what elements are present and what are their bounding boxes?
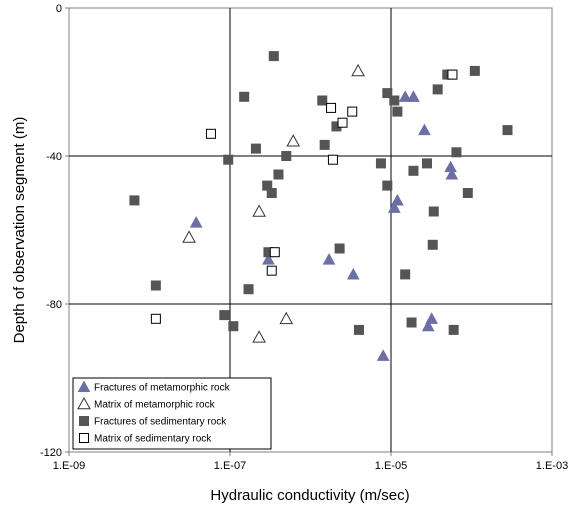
data-point [425,312,439,324]
data-point [469,65,480,76]
legend-marker [77,396,91,410]
data-point [261,253,275,265]
data-point [273,169,284,180]
data-point [252,204,266,217]
x-tick-label: 1.E-09 [53,460,85,472]
data-point [448,324,459,335]
legend-label: Matrix of sedimentary rock [94,434,212,445]
data-point [129,195,140,206]
data-point [266,188,277,198]
data-point [189,216,203,228]
x-axis-ticks: 1.E-09 1.E-07 1.E-05 1.E-03 [53,452,568,472]
data-point [250,143,261,154]
data-point [502,125,513,136]
y-tick-label: -80 [46,299,62,311]
legend-label: Matrix of metamorphic rock [94,400,216,411]
y-axis-title: Depth of observation segment (m) [11,117,28,344]
data-point [326,102,337,113]
data-point [347,106,358,117]
data-point [447,69,458,80]
legend: Fractures of metamorphic rock Matrix of m… [72,377,272,450]
x-tick-label: 1.E-05 [375,460,407,472]
data-point [317,95,328,106]
data-point [252,330,266,343]
data-point [451,147,462,158]
data-points [129,51,513,361]
data-point [243,284,254,295]
data-point [389,95,400,106]
data-point [269,247,280,258]
data-point [390,193,404,206]
x-tick-label: 1.E-07 [214,460,246,472]
legend-marker [77,380,91,393]
data-point [407,90,420,102]
legend-marker [79,416,89,426]
data-point [375,158,386,169]
data-point [334,243,345,254]
x-tick-label: 1.E-03 [536,460,568,472]
data-point [219,310,230,321]
data-point [382,88,393,99]
y-tick-label: 0 [56,3,62,15]
data-point [445,167,459,180]
data-point [239,91,250,102]
legend-box [72,377,272,450]
data-point [406,317,417,328]
data-point [417,123,431,136]
data-point [281,151,292,161]
data-point [150,313,161,324]
y-tick-label: -40 [46,151,62,163]
data-point [462,188,473,198]
data-point [421,158,432,169]
data-point [353,324,364,335]
data-point [228,321,239,332]
data-point [266,265,277,276]
data-point [268,51,279,62]
data-point [398,90,412,102]
data-point [400,269,411,280]
data-point [392,106,403,117]
legend-marker [79,433,89,443]
data-point [322,253,336,265]
data-point [428,206,439,217]
data-point [182,230,196,243]
legend-label: Fractures of sedimentary rock [94,417,227,428]
data-point [421,319,435,332]
data-point [432,84,443,95]
data-point [346,267,360,280]
x-axis-title: Hydraulic conductivity (m/sec) [210,487,409,504]
data-point [337,117,348,128]
data-point [279,311,294,325]
data-point [427,239,438,250]
data-point [382,180,393,191]
data-point [286,134,301,147]
data-point [150,280,161,291]
data-point [376,349,390,361]
data-point [327,154,338,165]
data-point [387,201,401,213]
data-point [351,63,365,77]
y-tick-label: -120 [40,447,62,459]
data-point [205,128,216,139]
data-point [319,139,330,150]
legend-label: Fractures of metamorphic rock [94,383,231,394]
data-point [408,165,419,176]
y-axis-ticks: 0 -40 -80 -120 [40,3,69,459]
data-point [223,154,234,165]
